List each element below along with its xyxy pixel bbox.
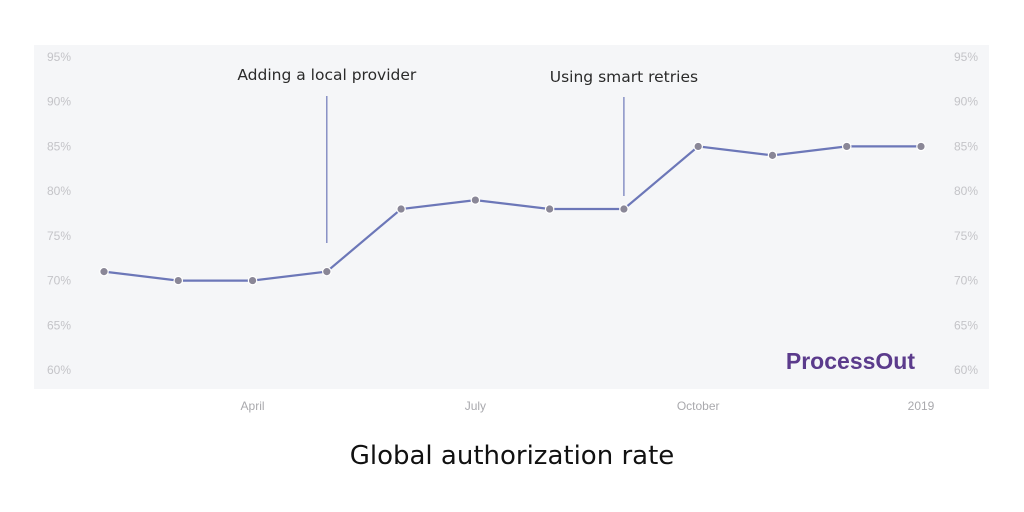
y-axis-right: 60% 65% 70% 75% 80% 85% 90% 95% — [954, 50, 978, 377]
y-tick-label-right: 90% — [954, 95, 978, 109]
x-tick-label: October — [677, 399, 720, 413]
y-tick-label-right: 85% — [954, 139, 978, 153]
data-points — [99, 141, 926, 286]
x-axis: April July October 2019 — [241, 399, 935, 413]
y-axis-left: 60% 65% 70% 75% 80% 85% 90% 95% — [47, 50, 71, 377]
annotation-label: Using smart retries — [550, 68, 698, 86]
brand-logo: ProcessOut — [786, 348, 915, 374]
data-point — [693, 141, 703, 152]
data-point — [544, 204, 555, 214]
data-point — [841, 141, 852, 152]
data-point — [767, 150, 778, 161]
annotation-lines — [326, 96, 625, 243]
y-tick-label-left: 65% — [47, 318, 71, 332]
y-tick-label-right: 75% — [954, 229, 978, 243]
data-point — [99, 266, 109, 277]
plot-background — [34, 45, 989, 389]
y-tick-label-left: 85% — [47, 139, 71, 153]
y-tick-label-right: 80% — [954, 184, 978, 198]
y-tick-label-left: 75% — [47, 229, 71, 243]
y-tick-label-right: 70% — [954, 274, 978, 288]
y-tick-label-right: 95% — [954, 50, 978, 64]
y-tick-label-left: 60% — [47, 363, 71, 377]
data-point — [396, 204, 406, 214]
x-tick-label: July — [465, 399, 486, 413]
series-line — [103, 145, 921, 282]
y-tick-label-right: 60% — [954, 363, 978, 377]
y-tick-label-right: 65% — [954, 318, 978, 332]
annotation-labels: Adding a local provider Using smart retri… — [237, 66, 698, 86]
y-tick-label-left: 70% — [47, 274, 71, 288]
chart-caption: Global authorization rate — [349, 441, 675, 471]
y-tick-label-left: 90% — [47, 95, 71, 109]
data-point — [619, 204, 629, 214]
data-point — [470, 195, 481, 205]
annotation-label: Adding a local provider — [237, 66, 417, 84]
x-tick-label: 2019 — [908, 399, 935, 413]
data-point — [247, 275, 258, 286]
data-point — [173, 275, 184, 286]
x-tick-label: April — [241, 399, 265, 413]
y-tick-label-left: 80% — [47, 184, 71, 198]
data-point — [916, 141, 926, 152]
data-point — [322, 266, 332, 277]
y-tick-label-left: 95% — [47, 50, 71, 64]
